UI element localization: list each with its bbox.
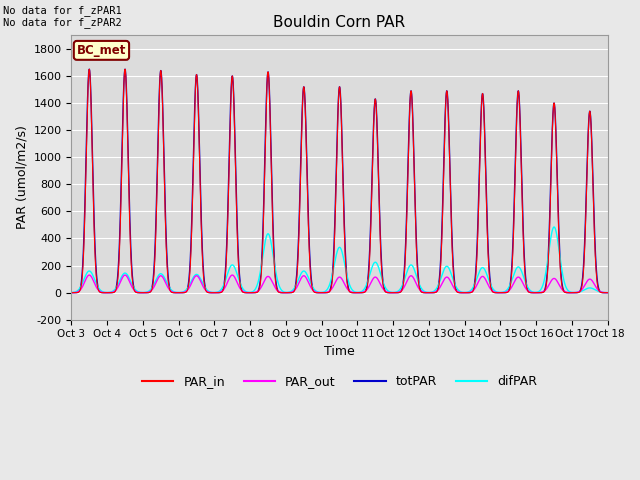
- PAR_out: [604, 290, 611, 296]
- X-axis label: Time: Time: [324, 345, 355, 358]
- PAR_out: [604, 290, 612, 296]
- PAR_out: [68, 290, 76, 296]
- difPAR: [460, 289, 467, 295]
- PAR_out: [490, 289, 498, 295]
- Line: difPAR: difPAR: [72, 227, 608, 293]
- PAR_out: [164, 285, 172, 290]
- totPAR: [68, 290, 76, 296]
- PAR_in: [86, 66, 93, 72]
- PAR_out: [430, 289, 438, 295]
- difPAR: [430, 288, 438, 294]
- difPAR: [164, 282, 172, 288]
- totPAR: [430, 290, 438, 296]
- totPAR: [490, 289, 498, 295]
- Y-axis label: PAR (umol/m2/s): PAR (umol/m2/s): [15, 126, 28, 229]
- PAR_out: [460, 290, 467, 296]
- PAR_in: [68, 290, 76, 296]
- PAR_in: [604, 290, 612, 296]
- totPAR: [604, 290, 612, 296]
- PAR_out: [319, 290, 327, 296]
- Line: PAR_in: PAR_in: [72, 69, 608, 293]
- Title: Bouldin Corn PAR: Bouldin Corn PAR: [273, 15, 406, 30]
- PAR_in: [319, 290, 327, 296]
- difPAR: [68, 290, 76, 296]
- Line: totPAR: totPAR: [72, 69, 608, 293]
- difPAR: [490, 287, 498, 293]
- difPAR: [319, 289, 327, 295]
- PAR_out: [86, 272, 93, 278]
- difPAR: [550, 224, 558, 230]
- totPAR: [164, 270, 172, 276]
- PAR_in: [604, 290, 611, 296]
- totPAR: [319, 290, 327, 296]
- Legend: PAR_in, PAR_out, totPAR, difPAR: PAR_in, PAR_out, totPAR, difPAR: [137, 370, 542, 393]
- Text: No data for f_zPAR1
No data for f_zPAR2: No data for f_zPAR1 No data for f_zPAR2: [3, 5, 122, 28]
- totPAR: [460, 290, 467, 296]
- totPAR: [86, 66, 93, 72]
- totPAR: [604, 290, 611, 296]
- Line: PAR_out: PAR_out: [72, 275, 608, 293]
- PAR_in: [164, 275, 172, 281]
- PAR_in: [490, 289, 498, 295]
- PAR_in: [430, 290, 438, 296]
- difPAR: [604, 290, 612, 296]
- Text: BC_met: BC_met: [77, 44, 126, 57]
- PAR_in: [460, 290, 467, 296]
- difPAR: [604, 290, 611, 296]
